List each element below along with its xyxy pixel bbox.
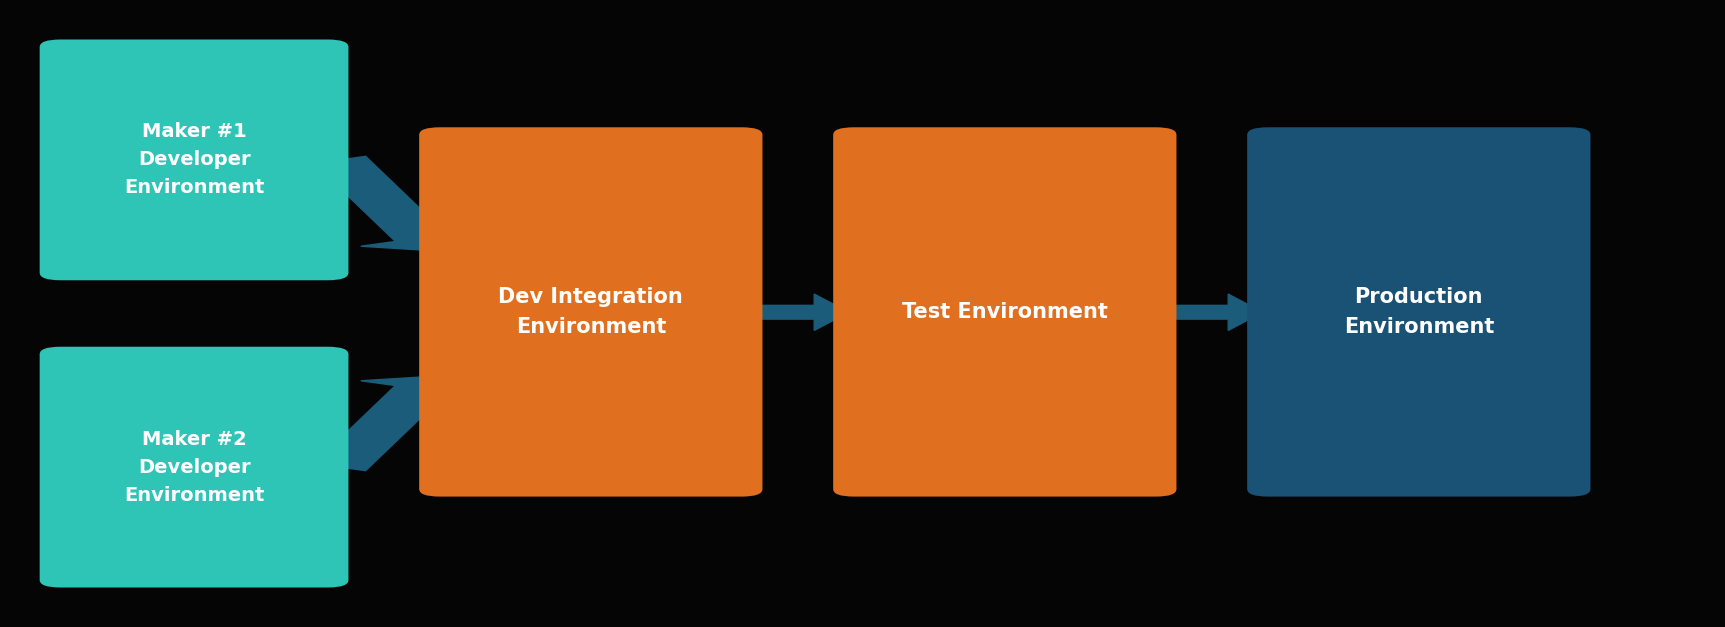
FancyArrow shape <box>745 294 849 330</box>
FancyArrow shape <box>314 156 481 251</box>
FancyBboxPatch shape <box>40 40 348 280</box>
FancyArrow shape <box>1159 294 1263 330</box>
Text: Maker #1
Developer
Environment: Maker #1 Developer Environment <box>124 122 264 198</box>
Text: Dev Integration
Environment: Dev Integration Environment <box>499 287 683 337</box>
Text: Production
Environment: Production Environment <box>1344 287 1494 337</box>
Text: Test Environment: Test Environment <box>902 302 1107 322</box>
Text: Maker #2
Developer
Environment: Maker #2 Developer Environment <box>124 429 264 505</box>
FancyBboxPatch shape <box>1247 127 1590 497</box>
FancyBboxPatch shape <box>419 127 762 497</box>
FancyArrow shape <box>314 376 481 471</box>
FancyBboxPatch shape <box>833 127 1176 497</box>
FancyBboxPatch shape <box>40 347 348 587</box>
